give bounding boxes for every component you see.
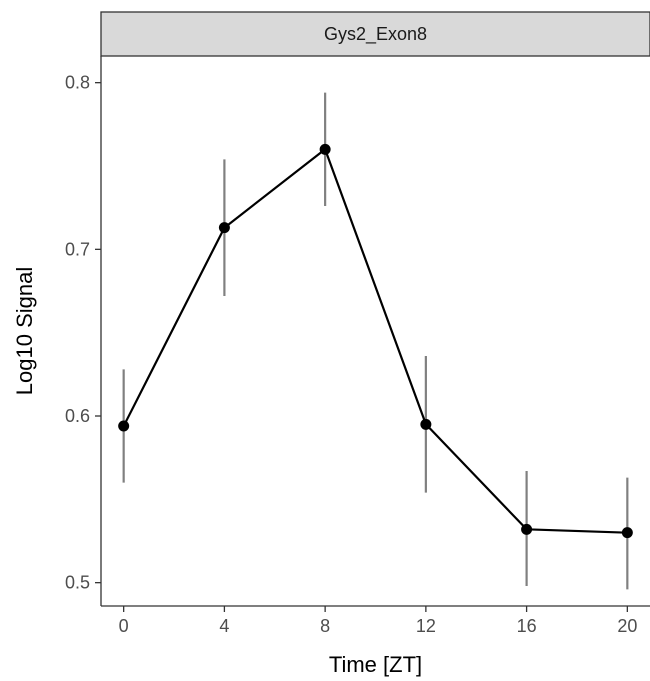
axes: [100, 56, 650, 607]
y-axis-ticks: 0.5 0.6 0.7 0.8: [65, 73, 101, 593]
data-point: [218, 222, 230, 234]
data-points: [118, 143, 633, 539]
facet-strip-background: [100, 11, 650, 57]
x-tick-label: 4: [219, 616, 229, 636]
x-tick-label: 16: [517, 616, 537, 636]
data-point: [420, 418, 432, 430]
data-point: [521, 523, 533, 535]
x-axis-title: Time [ZT]: [329, 652, 422, 677]
error-bars: [122, 92, 629, 590]
x-tick-label: 12: [416, 616, 436, 636]
y-tick-label: 0.8: [65, 73, 90, 93]
y-tick-label: 0.6: [65, 406, 90, 426]
facet-strip-label: Gys2_Exon8: [324, 24, 427, 45]
x-tick-label: 8: [320, 616, 330, 636]
data-point: [319, 143, 331, 155]
x-tick-label: 20: [617, 616, 637, 636]
x-axis-ticks: 0 4 8 12 16 20: [119, 606, 637, 636]
data-point: [621, 527, 633, 539]
x-tick-label: 0: [119, 616, 129, 636]
y-tick-label: 0.5: [65, 573, 90, 593]
y-tick-label: 0.7: [65, 239, 90, 259]
series-line: [122, 148, 628, 534]
y-axis-title: Log10 Signal: [12, 267, 37, 395]
data-point: [118, 420, 130, 432]
facet-strip: Gys2_Exon8: [100, 11, 650, 57]
